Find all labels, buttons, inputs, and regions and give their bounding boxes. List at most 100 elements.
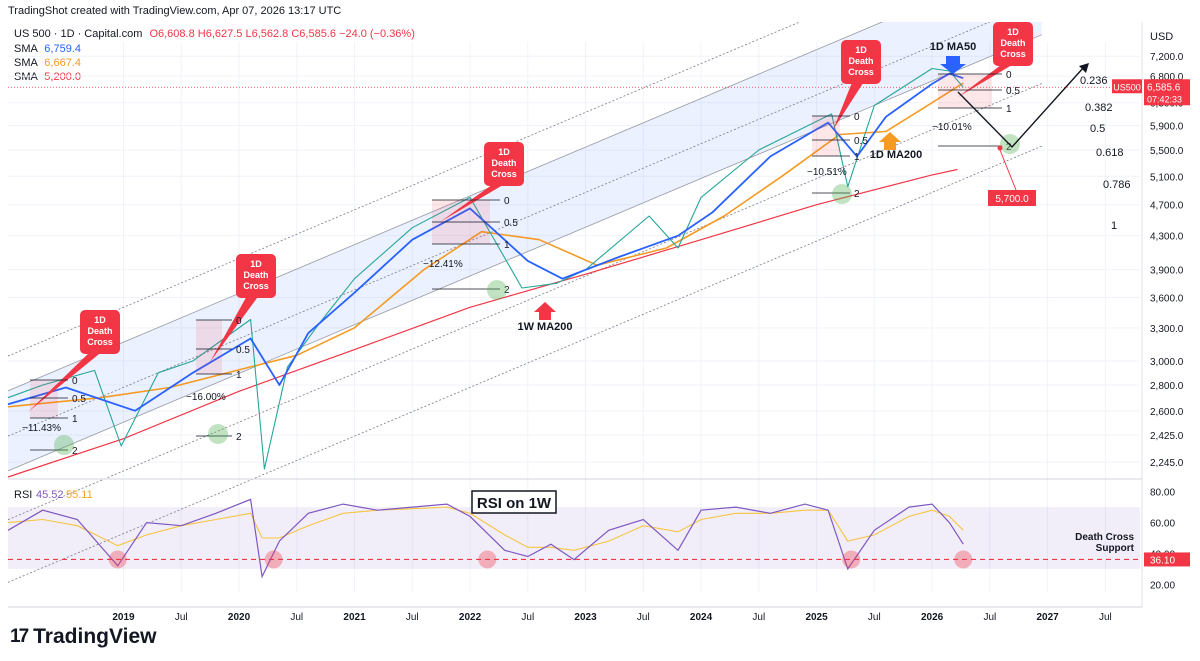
y-tick-label: 5,500.0 — [1150, 146, 1184, 157]
x-tick-label: 2027 — [1036, 612, 1059, 622]
x-tick-label: Jul — [1099, 612, 1112, 622]
channel-level-label: 0.618 — [1096, 147, 1124, 159]
fib-label: 0 — [854, 112, 860, 123]
legend-sma-1-value: 6,759.4 — [44, 43, 81, 55]
fib-label: 0.5 — [504, 218, 518, 229]
fib-label: 0.5 — [236, 345, 250, 356]
target-tag-bg — [988, 190, 1036, 206]
fib-retracement: 0 0.5 1 2 — [30, 376, 86, 457]
callout-pointer — [440, 182, 508, 222]
legend-sma-2-label: SMA — [14, 57, 38, 69]
channel-line-0.5 — [7, 22, 991, 437]
x-tick-label: 2025 — [805, 612, 828, 622]
rsi-tick-label: 80.00 — [1150, 488, 1175, 499]
price-line — [7, 67, 964, 470]
x-tick-label: 2024 — [690, 612, 713, 622]
x-tick-label: Jul — [175, 612, 188, 622]
callout-text: Death — [848, 56, 873, 66]
fib-label: 1 — [72, 414, 78, 425]
legend-symbol-line: US 500 · 1D · Capital.com O6,608.8 H6,62… — [14, 27, 415, 41]
correction-label: −12.41% — [423, 259, 463, 270]
rsi-oversold-circle — [954, 550, 973, 569]
x-tick-label: Jul — [983, 612, 996, 622]
fib-retracement: 0 0.5 1 2 — [196, 316, 250, 444]
target-pointer — [999, 149, 1017, 191]
y-tick-label: 3,600.0 — [1150, 294, 1184, 305]
x-tick-label: Jul — [752, 612, 765, 622]
callout-box — [484, 142, 524, 186]
x-tick-label: Jul — [406, 612, 419, 622]
ma200-arrow-icon — [879, 132, 901, 150]
channel-level-label: 0.786 — [1103, 179, 1131, 191]
fib-target-circle — [832, 184, 852, 204]
y-tick-label: 2,245.0 — [1150, 458, 1184, 469]
fib-retracement: 0 0.5 1 2 — [432, 196, 518, 300]
rsi-support-tag — [1144, 552, 1190, 567]
callout-pointer — [833, 80, 865, 130]
fib-label: 2 — [236, 432, 242, 443]
channel-line-0.786 — [7, 83, 1042, 521]
fib-box — [812, 116, 840, 156]
legend-sma-1: SMA 6,759.4 — [14, 42, 81, 56]
tv-logo-icon: 17 — [10, 626, 29, 647]
price-tag-symbol: US500 — [1113, 82, 1141, 92]
projection-arrowhead — [1079, 63, 1089, 73]
rsi-band — [8, 507, 1140, 569]
fib-label: 1 — [504, 240, 510, 251]
tradingview-logo[interactable]: 17 TradingView — [10, 624, 156, 650]
rsi-line — [7, 498, 964, 579]
y-tick-label: 2,425.0 — [1150, 431, 1184, 442]
y-tick-label: 6,800.0 — [1150, 72, 1184, 83]
callout-text: 1D — [94, 315, 106, 325]
price-tag-time: 07:42:33 — [1147, 94, 1182, 104]
x-tick-label: 2021 — [343, 612, 366, 622]
callout-text: Cross — [848, 67, 874, 77]
y-tick-label: 4,700.0 — [1150, 201, 1184, 212]
callout-text: Death — [491, 158, 516, 168]
fib-label: 1 — [854, 152, 860, 163]
fib-label: 0 — [1006, 70, 1012, 81]
rsi-support-label-1: Death Cross — [1075, 532, 1134, 543]
rsi-value-2: 55.11 — [66, 489, 93, 501]
x-tick-label: 2026 — [921, 612, 944, 622]
fib-label: 0.5 — [854, 136, 868, 147]
projection-path — [957, 66, 1085, 149]
correction-label: −11.43% — [22, 423, 61, 434]
legend-sma-2: SMA 6,667.4 — [14, 56, 81, 70]
rsi-value-1: 45.52 — [36, 489, 64, 501]
currency-label: USD — [1150, 31, 1173, 43]
channel-line-0.618 — [7, 34, 1042, 472]
channel-line-0.382 — [7, 22, 884, 392]
x-tick-label: Jul — [637, 612, 650, 622]
fib-target-circle — [54, 435, 74, 455]
rsi-title-bg — [471, 490, 557, 514]
target-label: 5,700.0 — [995, 194, 1029, 205]
rsi-oversold-circle — [478, 550, 497, 569]
correction-label: −10.01% — [932, 122, 972, 133]
y-tick-label: 3,000.0 — [1150, 357, 1184, 368]
callout-text: 1D — [250, 259, 262, 269]
y-tick-label: 4,300.0 — [1150, 232, 1184, 243]
x-tick-label: 2023 — [574, 612, 597, 622]
x-tick-label: Jul — [290, 612, 303, 622]
channel: 0.236 0.382 0.5 0.618 0.786 1 — [7, 22, 1140, 583]
callout-pointer — [210, 294, 260, 362]
rsi-oversold-circle — [264, 550, 283, 569]
ma50-arrow-icon — [940, 56, 966, 74]
price-tag-symbol-bg — [1112, 79, 1142, 94]
x-tick-label: 2020 — [228, 612, 251, 622]
legend-sma-3-label: SMA — [14, 71, 38, 83]
fib-label: 0 — [504, 196, 510, 207]
callout-box — [80, 310, 120, 354]
legend-sma-1-label: SMA — [14, 43, 38, 55]
fib-label: 1 — [1006, 104, 1012, 115]
callout-text: Cross — [1000, 49, 1026, 59]
fib-label: 0 — [236, 316, 242, 327]
price-tag: US500 6,585.607:42:33 — [1112, 79, 1190, 106]
price-tag-value: 6,585.6 — [1147, 82, 1181, 93]
fib-label: 0.5 — [72, 394, 86, 405]
correction-label: −16.00% — [186, 392, 226, 403]
